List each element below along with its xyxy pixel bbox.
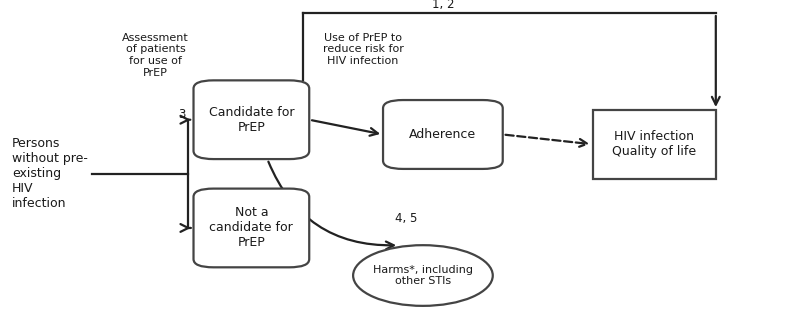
Text: Persons
without pre-
existing
HIV
infection: Persons without pre- existing HIV infect… bbox=[12, 137, 88, 210]
Text: HIV infection
Quality of life: HIV infection Quality of life bbox=[612, 130, 697, 158]
Text: Assessment
of patients
for use of
PrEP: Assessment of patients for use of PrEP bbox=[122, 33, 189, 78]
Text: Adherence: Adherence bbox=[409, 128, 476, 141]
Text: Not a
candidate for
PrEP: Not a candidate for PrEP bbox=[210, 206, 293, 250]
FancyBboxPatch shape bbox=[383, 100, 503, 169]
Bar bbox=[592, 110, 717, 179]
Text: 1, 2: 1, 2 bbox=[432, 0, 454, 11]
FancyBboxPatch shape bbox=[193, 80, 309, 159]
FancyBboxPatch shape bbox=[193, 189, 309, 267]
Text: 4, 5: 4, 5 bbox=[395, 212, 417, 225]
Text: Harms*, including
other STIs: Harms*, including other STIs bbox=[373, 265, 473, 286]
Text: Use of PrEP to
reduce risk for
HIV infection: Use of PrEP to reduce risk for HIV infec… bbox=[322, 33, 404, 66]
Ellipse shape bbox=[353, 245, 492, 306]
Text: 3: 3 bbox=[178, 108, 186, 121]
Text: Candidate for
PrEP: Candidate for PrEP bbox=[208, 106, 294, 134]
